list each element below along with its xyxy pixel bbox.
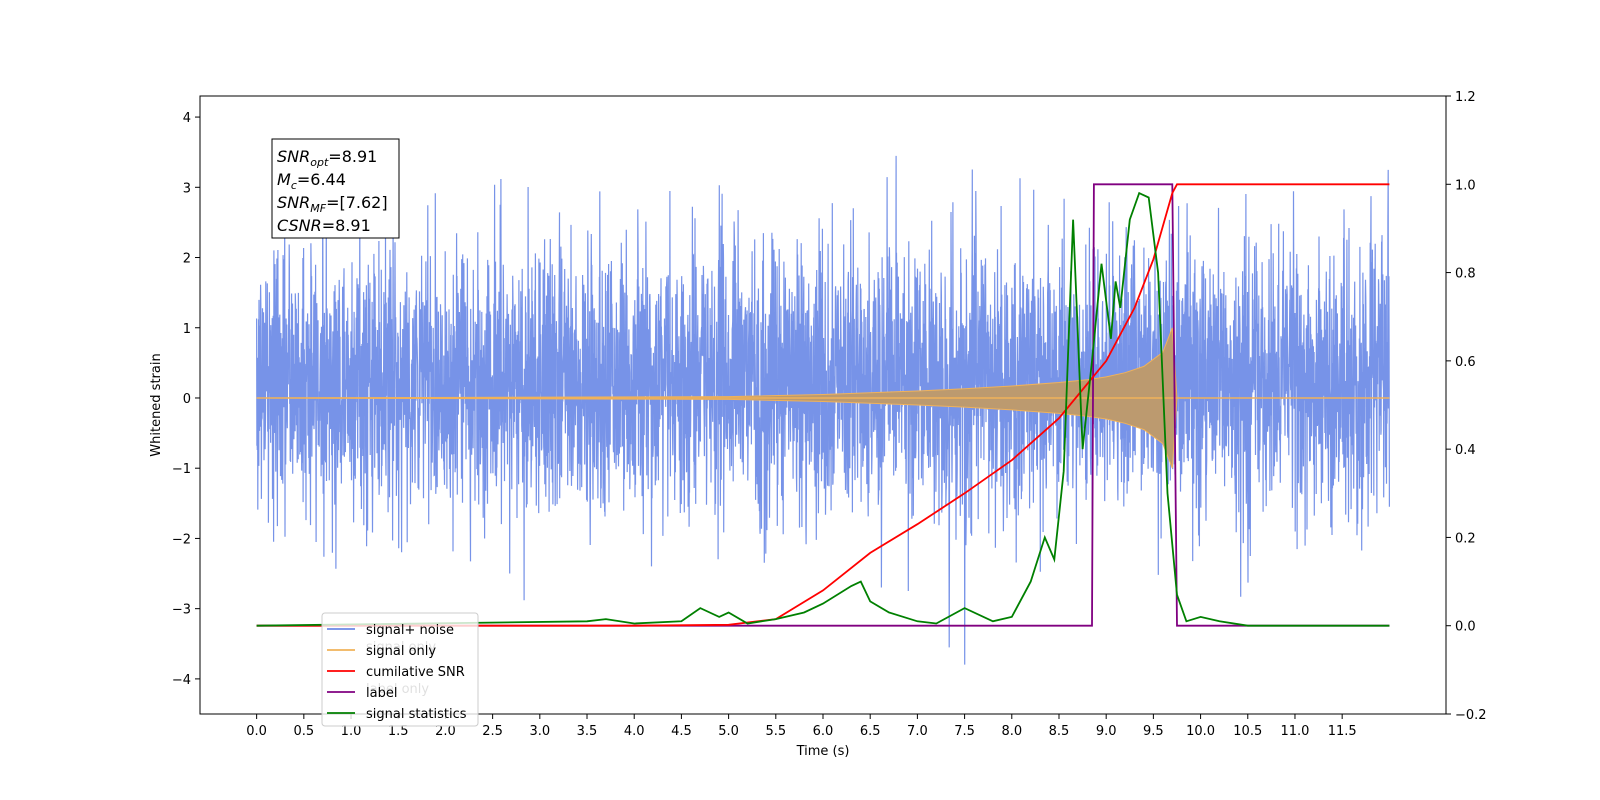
y-axis-label: Whitened strain — [149, 353, 164, 456]
x-tick-label: 9.0 — [1096, 724, 1117, 739]
y-tick-label: 3 — [183, 181, 191, 196]
x-axis-label: Time (s) — [796, 744, 850, 759]
y-tick-label: 1 — [183, 322, 191, 337]
x-tick-label: 5.5 — [765, 724, 786, 739]
series-label — [256, 183, 1390, 627]
plot-area — [256, 155, 1390, 665]
x-tick-label: 2.5 — [482, 724, 503, 739]
legend-hidden-entry-label: label only — [366, 682, 429, 697]
y2-tick-label: 1.0 — [1455, 178, 1476, 193]
y-tick-label: 2 — [183, 252, 191, 267]
annotation-line: CSNR=8.91 — [277, 216, 371, 235]
x-tick-label: 4.0 — [624, 724, 645, 739]
y2-tick-label: 0.4 — [1455, 443, 1476, 458]
y2-tick-label: 0.6 — [1455, 355, 1476, 370]
x-tick-label: 6.5 — [860, 724, 881, 739]
y-tick-label: −1 — [172, 462, 191, 477]
x-tick-label: 6.0 — [813, 724, 834, 739]
legend-entry-label: signal+ noise — [366, 623, 454, 638]
x-tick-label: 1.0 — [341, 724, 362, 739]
y-tick-label: −3 — [172, 603, 191, 618]
annotation-frame — [271, 138, 400, 239]
annotation-line: SNRMF=[7.62] — [277, 193, 388, 215]
x-tick-label: 11.5 — [1328, 724, 1357, 739]
y-tick-label: −2 — [172, 532, 191, 547]
x-tick-label: 10.5 — [1233, 724, 1262, 739]
x-tick-label: 11.0 — [1280, 724, 1309, 739]
legend-hidden-entry-label: signal only — [366, 640, 436, 655]
x-tick-label: 8.5 — [1049, 724, 1070, 739]
x-tick-label: 9.5 — [1143, 724, 1164, 739]
annotation-line: SNRopt=8.91 — [277, 147, 377, 169]
legend-frame — [321, 612, 479, 727]
x-tick-label: 0.0 — [246, 724, 267, 739]
y-tick-label: 0 — [183, 392, 191, 407]
y2-tick-label: 0.0 — [1455, 620, 1476, 635]
annotation-line: Mc=6.44 — [277, 170, 346, 192]
x-tick-label: 5.0 — [718, 724, 739, 739]
x-tick-label: 10.0 — [1186, 724, 1215, 739]
y2-tick-label: 0.2 — [1455, 531, 1476, 546]
legend-entry-label: signal statistics — [366, 707, 467, 722]
series-signal-statistics — [256, 191, 1390, 627]
y-tick-label: 4 — [183, 111, 191, 126]
x-tick-label: 8.0 — [1001, 724, 1022, 739]
series-signal-noise — [256, 155, 1390, 665]
y-tick-label: −4 — [172, 673, 191, 688]
y2-tick-label: −0.2 — [1455, 708, 1487, 723]
x-tick-label: 3.5 — [577, 724, 598, 739]
x-tick-label: 2.0 — [435, 724, 456, 739]
x-tick-label: 1.5 — [388, 724, 409, 739]
axes: 0.0 0.5 1.0 1.5 2.0 2.5 3.0 3.5 4.0 4.5 5.0 5.5 6.0 6… — [172, 90, 1487, 739]
x-tick-label: 7.5 — [954, 724, 975, 739]
legend: signal only label only signal+ noise signal… — [321, 612, 479, 727]
x-tick-label: 4.5 — [671, 724, 692, 739]
x-tick-label: 7.0 — [907, 724, 928, 739]
legend-entry-label: cumilative SNR — [366, 665, 465, 680]
legend-entry-label: signal only — [366, 644, 436, 659]
x-tick-label: 3.0 — [529, 724, 550, 739]
x-tick-label: 0.5 — [293, 724, 314, 739]
legend-entry-label: label — [366, 686, 397, 701]
y2-tick-label: 0.8 — [1455, 267, 1476, 282]
y2-tick-label: 1.2 — [1455, 90, 1476, 105]
